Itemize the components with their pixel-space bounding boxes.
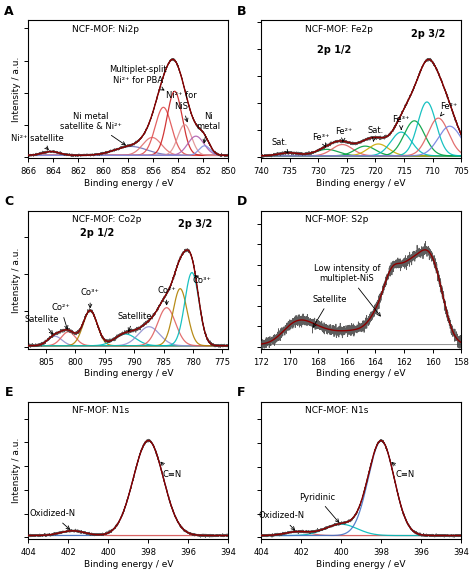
Y-axis label: Intensity / a.u.: Intensity / a.u. bbox=[12, 56, 21, 122]
Text: F: F bbox=[237, 386, 246, 399]
Text: Low intensity of
multiplet-NiS: Low intensity of multiplet-NiS bbox=[314, 263, 380, 316]
Text: Co²⁺: Co²⁺ bbox=[51, 303, 70, 329]
Text: Satellite: Satellite bbox=[117, 312, 152, 331]
X-axis label: Binding energy / eV: Binding energy / eV bbox=[317, 560, 406, 569]
Text: C≡N: C≡N bbox=[161, 462, 182, 479]
Text: Sat.: Sat. bbox=[272, 138, 288, 153]
Text: Multiplet-split
Ni²⁺ for PBA: Multiplet-split Ni²⁺ for PBA bbox=[109, 65, 167, 90]
Text: Satellite: Satellite bbox=[24, 315, 59, 334]
X-axis label: Binding energy / eV: Binding energy / eV bbox=[83, 179, 173, 188]
Text: Co³⁺: Co³⁺ bbox=[81, 289, 100, 308]
Text: 2p 1/2: 2p 1/2 bbox=[81, 228, 115, 238]
Text: Fe³⁺: Fe³⁺ bbox=[392, 115, 410, 129]
Text: E: E bbox=[4, 386, 13, 399]
Text: 2p 3/2: 2p 3/2 bbox=[178, 219, 212, 230]
Text: NCF-MOF: Fe2p: NCF-MOF: Fe2p bbox=[305, 25, 373, 34]
Text: Fe²⁺: Fe²⁺ bbox=[440, 102, 457, 116]
Text: NCF-MOF: N1s: NCF-MOF: N1s bbox=[305, 406, 369, 415]
Text: Oxidized-N: Oxidized-N bbox=[258, 511, 304, 530]
Text: A: A bbox=[4, 5, 14, 18]
Text: Ni²⁺ satellite: Ni²⁺ satellite bbox=[10, 134, 64, 150]
Text: NCF-MOF: Ni2p: NCF-MOF: Ni2p bbox=[73, 25, 139, 34]
Y-axis label: Intensity / a.u.: Intensity / a.u. bbox=[12, 438, 21, 503]
Text: C: C bbox=[4, 195, 14, 208]
Text: D: D bbox=[237, 195, 247, 208]
Text: Oxidized-N: Oxidized-N bbox=[29, 510, 75, 529]
Text: Fe²⁺: Fe²⁺ bbox=[336, 127, 353, 142]
X-axis label: Binding energy / eV: Binding energy / eV bbox=[317, 370, 406, 378]
X-axis label: Binding energy / eV: Binding energy / eV bbox=[83, 370, 173, 378]
X-axis label: Binding energy / eV: Binding energy / eV bbox=[317, 179, 406, 188]
Text: Co²⁺: Co²⁺ bbox=[157, 285, 176, 305]
Text: Ni metal
satellite & Ni²⁺: Ni metal satellite & Ni²⁺ bbox=[60, 111, 125, 145]
Text: Ni
metal: Ni metal bbox=[196, 111, 220, 143]
Text: Co³⁺: Co³⁺ bbox=[192, 276, 211, 285]
Text: Ni²⁺ for
NiS: Ni²⁺ for NiS bbox=[165, 91, 196, 122]
Text: NF-MOF: N1s: NF-MOF: N1s bbox=[73, 406, 129, 415]
Text: 2p 1/2: 2p 1/2 bbox=[317, 45, 351, 55]
Text: B: B bbox=[237, 5, 246, 18]
X-axis label: Binding energy / eV: Binding energy / eV bbox=[83, 560, 173, 569]
Text: Satellite: Satellite bbox=[312, 294, 347, 327]
Text: NCF-MOF: S2p: NCF-MOF: S2p bbox=[305, 215, 369, 224]
Text: Pyridinic: Pyridinic bbox=[299, 492, 339, 522]
Text: 2p 3/2: 2p 3/2 bbox=[411, 29, 445, 38]
Text: Sat.: Sat. bbox=[367, 126, 383, 141]
Text: C≡N: C≡N bbox=[392, 463, 415, 479]
Text: NCF-MOF: Co2p: NCF-MOF: Co2p bbox=[73, 215, 142, 224]
Y-axis label: Intensity / a.u.: Intensity / a.u. bbox=[12, 247, 21, 313]
Text: Fe³⁺: Fe³⁺ bbox=[312, 133, 330, 147]
